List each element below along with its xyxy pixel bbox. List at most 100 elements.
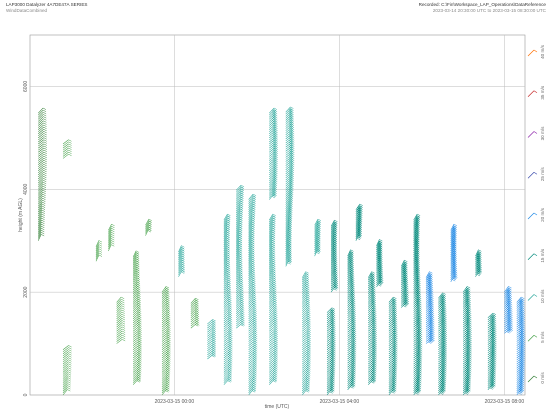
wind-barb <box>161 328 171 334</box>
wind-barb <box>269 377 278 383</box>
wind-barb <box>269 155 278 161</box>
wind-barb <box>95 252 103 260</box>
wind-barb <box>38 133 47 139</box>
y-tick-label: 6000 <box>23 81 29 92</box>
wind-barb <box>62 153 72 159</box>
wind-barb <box>413 301 422 307</box>
wind-barb <box>269 292 277 299</box>
wind-barb <box>161 361 171 367</box>
wind-barb <box>269 133 278 139</box>
wind-barb <box>355 219 363 227</box>
wind-barb <box>269 369 278 375</box>
wind-barb <box>223 269 231 276</box>
wind-barb <box>487 380 496 386</box>
wind-barb <box>248 379 257 385</box>
wind-barb-column <box>475 249 483 277</box>
wind-barb <box>368 355 377 361</box>
wind-barb <box>413 369 422 375</box>
wind-barb <box>62 375 72 381</box>
wind-barb <box>269 334 278 340</box>
wind-barb <box>347 346 357 351</box>
wind-barb <box>38 207 46 215</box>
wind-barb <box>487 364 497 370</box>
wind-barb <box>236 302 245 308</box>
wind-barb <box>302 373 311 379</box>
colorbar-swatch <box>527 253 535 260</box>
wind-barb <box>161 313 171 320</box>
wind-barb <box>132 349 142 355</box>
x-tick-label: 2023-03-15 08:00 <box>485 399 525 405</box>
wind-barb <box>161 347 171 353</box>
wind-barb <box>347 325 357 331</box>
wind-barb <box>368 343 377 348</box>
wind-barb <box>302 383 310 390</box>
wind-barb-column <box>62 345 72 396</box>
wind-barb <box>248 193 257 200</box>
colorbar-swatch <box>527 375 535 383</box>
wind-barb <box>368 316 377 322</box>
wind-barb <box>161 351 171 357</box>
wind-barb <box>388 330 398 336</box>
wind-barb <box>475 268 482 275</box>
wind-barb <box>347 364 357 370</box>
wind-barb <box>302 389 310 396</box>
wind-barb <box>438 311 447 318</box>
wind-barb <box>413 330 423 336</box>
wind-barb <box>207 342 217 347</box>
wind-barb <box>285 136 295 142</box>
wind-barb <box>248 294 257 301</box>
wind-barb <box>132 307 142 313</box>
wind-barb <box>161 367 171 373</box>
wind-barb <box>302 318 311 324</box>
wind-barb <box>347 338 357 343</box>
wind-barb <box>62 383 71 390</box>
wind-barb <box>236 278 244 286</box>
wind-barb <box>516 305 525 311</box>
wind-barb <box>145 218 152 226</box>
wind-barb <box>223 275 231 282</box>
wind-barb <box>161 345 171 350</box>
x-tick-label: 2023-03-15 00:00 <box>155 399 195 405</box>
wind-barb <box>450 254 457 262</box>
wind-barb <box>368 357 377 363</box>
wind-barb <box>487 344 497 349</box>
wind-barb <box>190 323 200 329</box>
chart-title: LAP3000 Datalyzer 4A7DE47A SERIES <box>6 2 88 7</box>
wind-barb <box>368 339 377 344</box>
wind-barb <box>347 372 356 378</box>
wind-barb-column <box>302 271 311 396</box>
wind-barb <box>388 363 398 369</box>
wind-barb <box>108 236 115 243</box>
wind-barb <box>248 215 256 223</box>
wind-barb <box>438 339 448 344</box>
colorbar-label: 30 m/s <box>540 126 545 140</box>
wind-barb <box>269 284 277 291</box>
wind-barb <box>302 363 311 369</box>
wind-barb <box>178 251 185 259</box>
wind-barb <box>462 361 472 367</box>
wind-barb <box>236 266 243 273</box>
wind-barb <box>248 361 258 367</box>
wind-barb <box>326 353 336 359</box>
wind-barb <box>108 230 115 237</box>
wind-barb <box>438 345 448 350</box>
wind-barb <box>248 240 255 247</box>
wind-barb <box>450 273 458 280</box>
wind-barb <box>516 355 526 361</box>
wind-barb <box>38 191 46 198</box>
wind-barb <box>207 321 216 327</box>
wind-barb <box>108 225 115 233</box>
wind-barb <box>368 326 377 332</box>
wind-barb <box>285 113 294 119</box>
wind-barb <box>302 349 311 355</box>
wind-barb <box>425 316 435 322</box>
wind-barb <box>248 383 257 390</box>
wind-barb <box>504 326 513 332</box>
wind-barb <box>248 199 256 206</box>
wind-barb <box>248 197 256 204</box>
wind-barb <box>95 254 103 262</box>
wind-barb <box>302 371 311 377</box>
wind-barb <box>178 249 185 257</box>
wind-barb <box>95 240 102 247</box>
colorbar-label: 15 m/s <box>540 248 545 262</box>
